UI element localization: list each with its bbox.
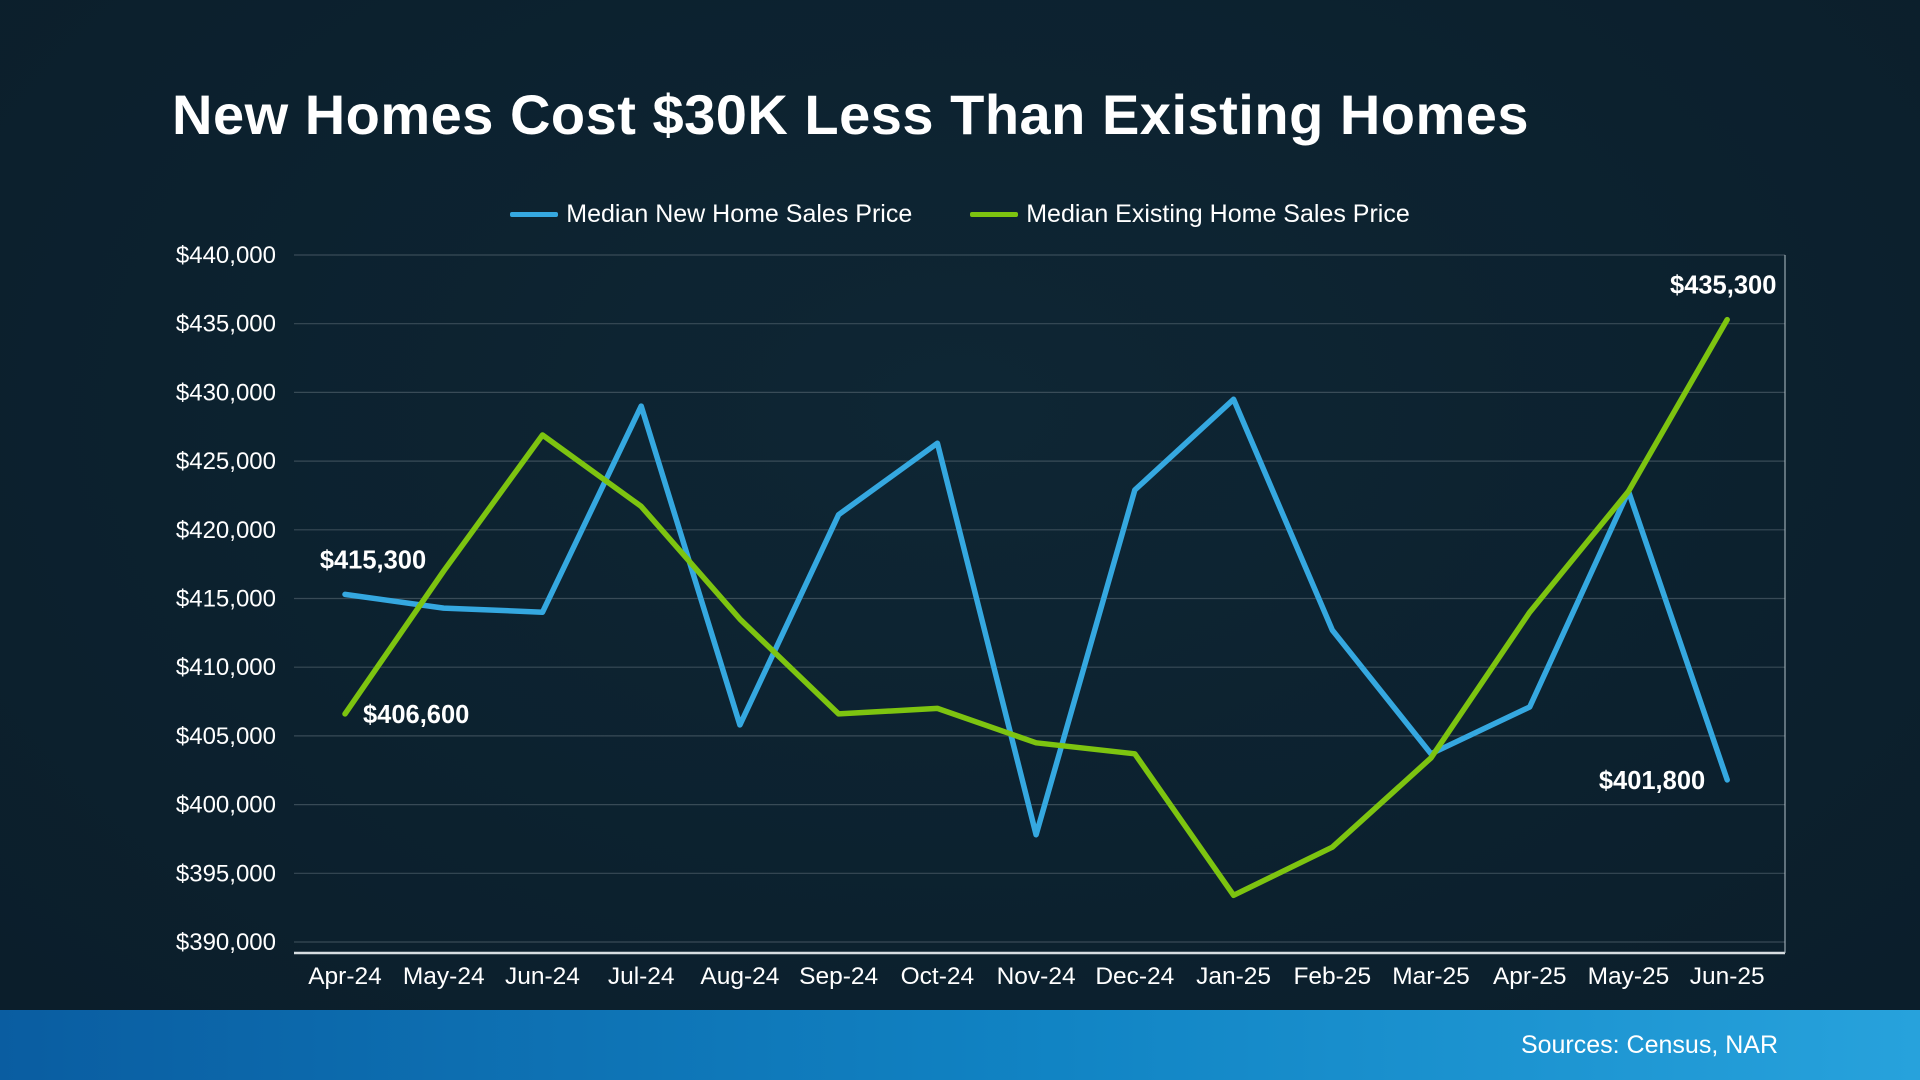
data-point-label: $435,300 — [1670, 272, 1776, 300]
footer-bar: Sources: Census, NAR — [0, 1010, 1920, 1080]
x-axis-tick-label: Nov-24 — [997, 963, 1076, 990]
axes-layer — [294, 255, 1786, 955]
data-point-label: $401,800 — [1599, 767, 1705, 795]
axis-labels-layer: $390,000 $395,000 $400,000 $405,000 $410,000… — [176, 242, 1765, 990]
chart-legend: Median New Home Sales Price Median Exist… — [0, 200, 1920, 229]
x-axis-tick-label: May-24 — [403, 963, 485, 990]
y-axis-tick-label: $410,000 — [176, 654, 276, 681]
x-axis-tick-label: Dec-24 — [1095, 963, 1174, 990]
legend-swatch-existing-homes — [970, 212, 1019, 217]
y-axis-tick-label: $420,000 — [176, 517, 276, 544]
x-axis-tick-label: Apr-25 — [1493, 963, 1567, 990]
y-axis-tick-label: $395,000 — [176, 860, 276, 887]
gridlines-layer — [294, 254, 1785, 943]
series-line-1 — [342, 316, 1730, 899]
y-axis-tick-label: $425,000 — [176, 448, 276, 475]
y-axis-tick-label: $405,000 — [176, 723, 276, 750]
y-axis-tick-label: $430,000 — [176, 379, 276, 406]
legend-item-new-homes: Median New Home Sales Price — [510, 200, 912, 229]
x-axis-tick-label: May-25 — [1588, 963, 1670, 990]
series-line-0 — [342, 396, 1730, 838]
y-axis-tick-label: $390,000 — [176, 929, 276, 956]
x-axis-tick-label: Jan-25 — [1196, 963, 1271, 990]
page-title: New Homes Cost $30K Less Than Existing H… — [172, 83, 1530, 146]
x-axis-tick-label: Mar-25 — [1392, 963, 1470, 990]
y-axis-tick-label: $435,000 — [176, 311, 276, 338]
x-axis-tick-label: Apr-24 — [308, 963, 382, 990]
legend-label-new-homes: Median New Home Sales Price — [566, 200, 913, 228]
y-axis-tick-label: $440,000 — [176, 242, 276, 269]
x-axis-tick-label: Jun-25 — [1690, 963, 1765, 990]
source-note: Sources: Census, NAR — [1520, 1030, 1778, 1059]
x-axis-tick-label: Feb-25 — [1293, 963, 1371, 990]
y-axis-tick-label: $400,000 — [176, 792, 276, 819]
x-axis-tick-label: Oct-24 — [901, 963, 975, 990]
annotations-layer: $415,300 $406,600 $435,300 $401,800 — [320, 272, 1777, 795]
y-axis-tick-label: $415,000 — [176, 586, 276, 613]
data-point-label: $406,600 — [363, 701, 469, 729]
x-axis-tick-label: Jul-24 — [608, 963, 675, 990]
legend-label-existing-homes: Median Existing Home Sales Price — [1026, 200, 1410, 228]
x-axis-tick-label: Jun-24 — [505, 963, 580, 990]
series-layer — [342, 316, 1730, 899]
x-axis-tick-label: Sep-24 — [799, 963, 878, 990]
x-axis-tick-label: Aug-24 — [700, 963, 779, 990]
legend-swatch-new-homes — [510, 212, 559, 217]
legend-item-existing-homes: Median Existing Home Sales Price — [970, 200, 1410, 229]
data-point-label: $415,300 — [320, 546, 426, 574]
